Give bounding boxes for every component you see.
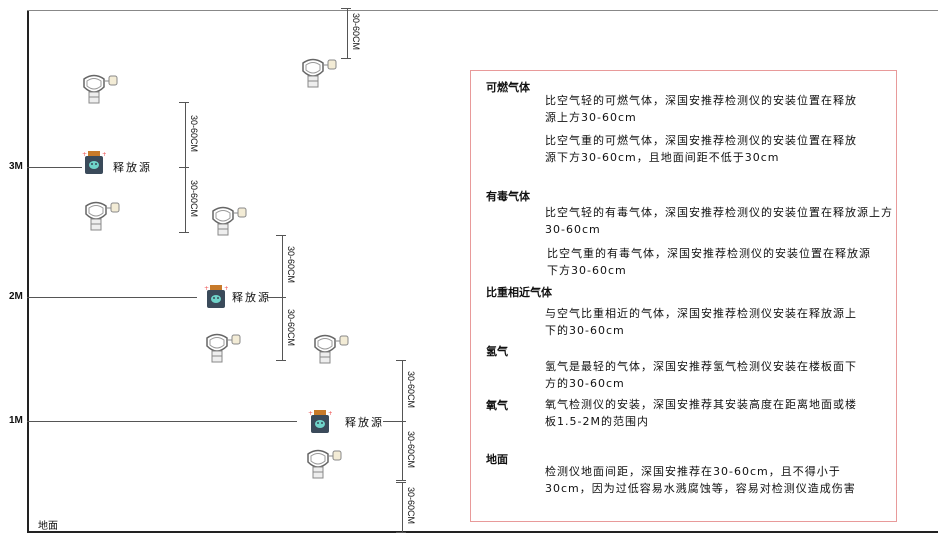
section-title: 氢气 — [486, 345, 508, 358]
dimension-tick — [396, 480, 406, 481]
section-title: 地面 — [486, 453, 508, 466]
dimension-line — [185, 167, 186, 232]
svg-text:+: + — [224, 285, 228, 292]
dimension-tick — [341, 8, 351, 9]
dimension-line — [282, 297, 283, 360]
leader-line — [383, 421, 403, 422]
dimension-label: 30-60CM — [189, 179, 199, 217]
section-text: 氧气检测仪的安装，深国安推荐其安装高度在距离地面或楼板1.5-2M的范围内 — [545, 398, 857, 428]
gas-detector-icon — [207, 205, 249, 241]
dimension-label: 30-60CM — [351, 13, 361, 51]
gas-detector-icon — [78, 73, 120, 109]
dimension-line — [402, 482, 403, 532]
dimension-tick — [179, 167, 189, 168]
dimension-line — [185, 102, 186, 167]
source-label: 释放源 — [232, 291, 271, 304]
dimension-label: 30-60CM — [286, 246, 296, 284]
section-title: 有毒气体 — [486, 190, 530, 203]
section-text: 比空气轻的有毒气体，深国安推荐检测仪的安装位置在释放源上方30-60cm — [545, 206, 893, 236]
source-label: 释放源 — [113, 161, 152, 174]
level-3m-line — [27, 167, 82, 168]
dimension-label: 30-60CM — [286, 308, 296, 346]
installation-guidelines-panel: 可燃气体 比空气轻的可燃气体，深国安推荐检测仪的安装位置在释放源上方30-60c… — [470, 70, 897, 522]
dimension-line — [402, 421, 403, 480]
ceiling-line — [27, 10, 938, 11]
dimension-label: 30-60CM — [406, 430, 416, 468]
release-source-icon: + + — [308, 409, 333, 439]
dimension-label: 30-60CM — [406, 370, 416, 408]
section-text: 比空气轻的可燃气体，深国安推荐检测仪的安装位置在释放源上方30-60cm — [545, 94, 857, 124]
dimension-label: 30-60CM — [189, 114, 199, 152]
section-text: 检测仪地面间距，深国安推荐在30-60cm，且不得小于30cm，因为过低容易水溅… — [545, 465, 856, 495]
dimension-label: 30-60CM — [406, 487, 416, 525]
gas-detector-icon — [80, 200, 122, 236]
level-3m: 3M — [9, 161, 23, 172]
gas-detector-icon — [297, 57, 339, 93]
dimension-line — [282, 235, 283, 297]
dimension-tick — [276, 360, 286, 361]
dimension-line — [347, 8, 348, 58]
level-1m: 1M — [9, 415, 23, 426]
dimension-tick — [396, 360, 406, 361]
section-text: 氢气是最轻的气体，深国安推荐氢气检测仪安装在楼板面下方的30-60cm — [545, 360, 857, 390]
gas-detector-icon — [309, 333, 351, 369]
svg-text:+: + — [102, 151, 106, 158]
section-text: 比空气重的有毒气体，深国安推荐检测仪的安装位置在释放源下方30-60cm — [547, 247, 871, 277]
ground-line — [27, 531, 938, 533]
dimension-tick — [179, 102, 189, 103]
section-title: 氧气 — [486, 399, 508, 412]
release-source-icon: + + — [204, 284, 229, 314]
dimension-tick — [396, 482, 406, 483]
section-title: 可燃气体 — [486, 81, 530, 94]
source-label: 释放源 — [345, 416, 384, 429]
section-text: 与空气比重相近的气体，深国安推荐检测仪安装在释放源上下的30-60cm — [545, 307, 857, 337]
level-2m-line — [27, 297, 197, 298]
svg-text:+: + — [82, 151, 87, 158]
release-source-icon: + + — [82, 150, 107, 180]
svg-text:+: + — [328, 410, 332, 417]
leader-line — [268, 297, 282, 298]
svg-text:+: + — [308, 410, 313, 417]
dimension-tick — [276, 235, 286, 236]
level-1m-line — [27, 421, 297, 422]
section-text: 比空气重的可燃气体，深国安推荐检测仪的安装位置在释放源下方30-60cm，且地面… — [545, 134, 857, 164]
level-2m: 2M — [9, 291, 23, 302]
dimension-tick — [396, 421, 406, 422]
dimension-tick — [396, 532, 406, 533]
dimension-tick — [276, 297, 286, 298]
gas-detector-icon — [302, 448, 344, 484]
dimension-tick — [179, 232, 189, 233]
svg-text:+: + — [204, 285, 209, 292]
dimension-tick — [341, 58, 351, 59]
section-title: 比重相近气体 — [486, 286, 552, 299]
gas-detector-icon — [201, 332, 243, 368]
ground-label: 地面 — [38, 521, 58, 532]
dimension-line — [402, 360, 403, 421]
wall-line — [27, 10, 29, 533]
